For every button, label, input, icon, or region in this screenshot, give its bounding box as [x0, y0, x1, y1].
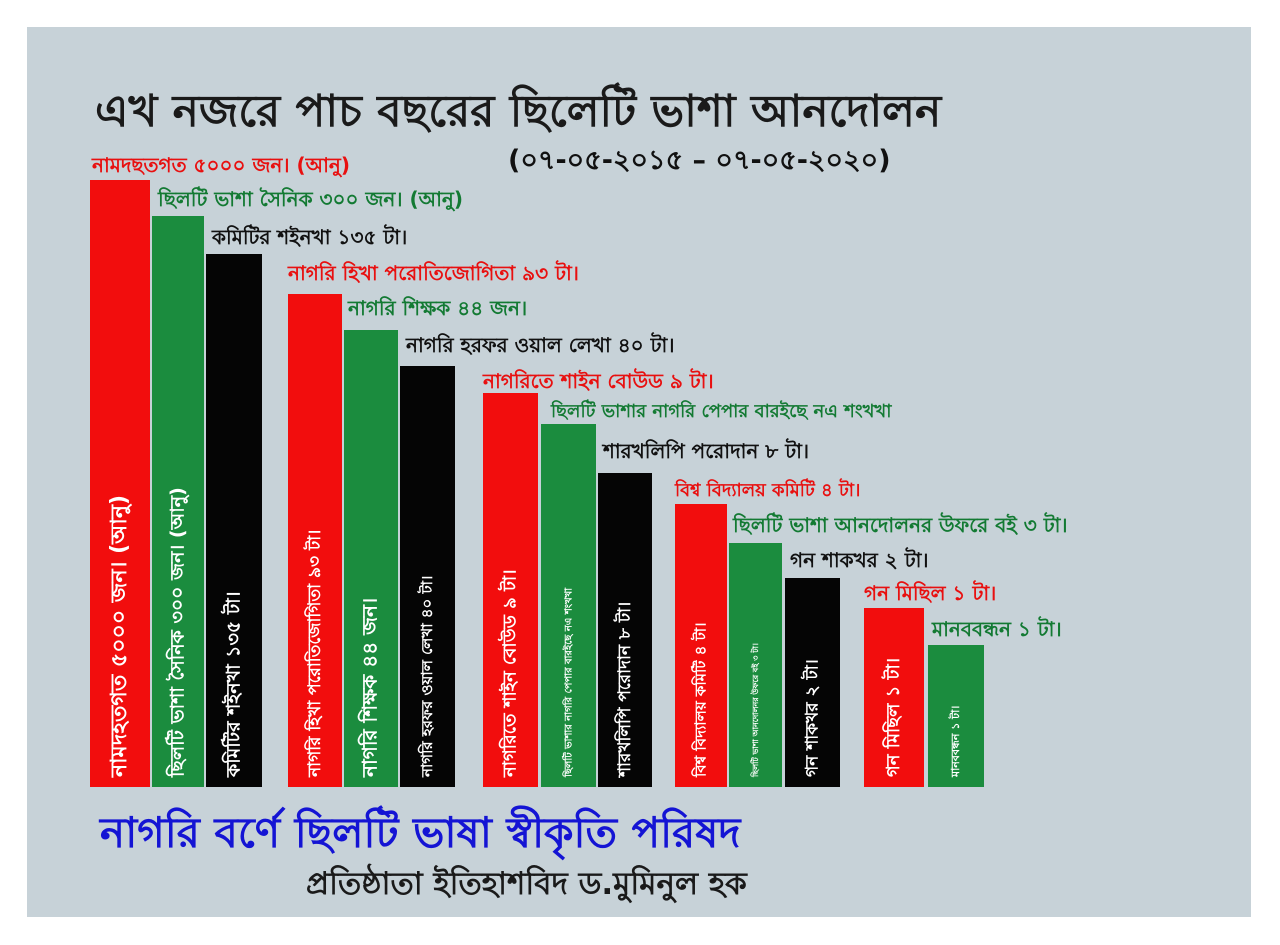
- bar-label-11: ছিলটি ভাশা আনদোলনর উফরে বই ৩ টা।: [732, 512, 1068, 537]
- bar-label-13: গন মিছিল ১ টা।: [864, 580, 996, 605]
- bar-label-4: নাগরি হিখা পরোতিজোগিতা ৯৩ টা।: [287, 260, 579, 285]
- chart-title: এখ নজরে পাচ বছরের ছিলেটি ভাশা আনদোলন: [95, 86, 942, 137]
- bar-inner-label-6: নাগরি হরফর ওয়াল লেখা ৪০ টা।: [417, 576, 436, 778]
- bar-1: [90, 180, 150, 787]
- bar-9: [598, 473, 652, 787]
- bar-6: [400, 366, 455, 787]
- founder-credit: প্রতিষ্ঠাতা ইতিহাশবিদ ড.মুমিনুল হক: [306, 866, 747, 902]
- bar-inner-label-9: শারখলিপি পরোদান ৮ টা।: [613, 602, 635, 779]
- bar-inner-label-5: নাগরি শিক্ষক ৪৪ জন।: [358, 598, 382, 778]
- bar-4: [288, 294, 342, 787]
- bar-13: [864, 608, 924, 787]
- bar-label-9: শারখলিপি পরোদান ৮ টা।: [601, 438, 809, 463]
- date-range: (০৭-০৫-২০১৫ – ০৭-০৫-২০২০): [508, 145, 891, 176]
- bar-label-12: গন শাকখর ২ টা।: [790, 547, 929, 572]
- bar-label-8: ছিলটি ভাশার নাগরি পেপার বারইছে নএ শংখখা: [550, 399, 892, 422]
- bar-2: [152, 216, 204, 787]
- bar-12: [785, 578, 840, 787]
- bar-7: [483, 393, 538, 787]
- bar-5: [344, 330, 398, 787]
- bar-8: [541, 424, 596, 787]
- bar-11: [729, 543, 782, 787]
- bar-inner-label-1: নামদহতগত ৫০০০ জন। (আনু): [107, 495, 133, 778]
- bar-inner-label-2: ছিলটি ভাশা সৈনিক ৩০০ জন। (আনু): [165, 487, 190, 778]
- bar-inner-label-8: ছিলটি ভাশার নাগরি পেপার বারইছে নএ শংখখা: [561, 587, 575, 778]
- bar-inner-label-7: নাগরিতে শাইন বোউড ৯ টা।: [498, 569, 521, 778]
- bar-label-14: মানববন্ধন ১ টা।: [931, 616, 1062, 641]
- bar-inner-label-14: মানববন্ধন ১ টা।: [948, 706, 962, 778]
- bar-inner-label-11: ছিলটি ভাশা আনদোলনর উফরে বই ৩ টা।: [749, 643, 760, 778]
- bar-3: [206, 254, 262, 787]
- bar-label-1: নামদছতগত ৫০০০ জন। (আনু): [91, 153, 350, 178]
- bar-14: [928, 645, 984, 787]
- bar-inner-label-10: বিশ্ব বিদ্যালয় কমিটি ৪ টা।: [691, 622, 710, 778]
- organization-name: নাগরি বর্ণে ছিলটি ভাষা স্বীকৃতি পরিষদ: [100, 808, 741, 857]
- bar-label-2: ছিলটি ভাশা সৈনিক ৩০০ জন। (আনু): [157, 186, 463, 212]
- bar-label-5: নাগরি শিক্ষক ৪৪ জন।: [347, 296, 527, 320]
- bar-label-6: নাগরি হরফর ওয়াল লেখা ৪০ টা।: [405, 332, 675, 357]
- bar-inner-label-4: নাগরি হিখা পরোতিজোগিতা ৯৩ টা।: [303, 530, 325, 778]
- bar-label-7: নাগরিতে শাইন বোউড ৯ টা।: [482, 368, 714, 393]
- bar-10: [675, 504, 727, 787]
- bar-label-10: বিশ্ব বিদ্যালয় কমিটি ৪ টা।: [674, 478, 860, 501]
- bar-inner-label-12: গন শাকখর ২ টা।: [801, 659, 823, 777]
- bar-label-3: কমিটির শইনখা ১৩৫ টা।: [211, 224, 407, 249]
- bar-inner-label-3: কমিটির শইনখা ১৩৫ টা।: [221, 592, 245, 778]
- bar-inner-label-13: গন মিছিল ১ টা।: [881, 658, 904, 777]
